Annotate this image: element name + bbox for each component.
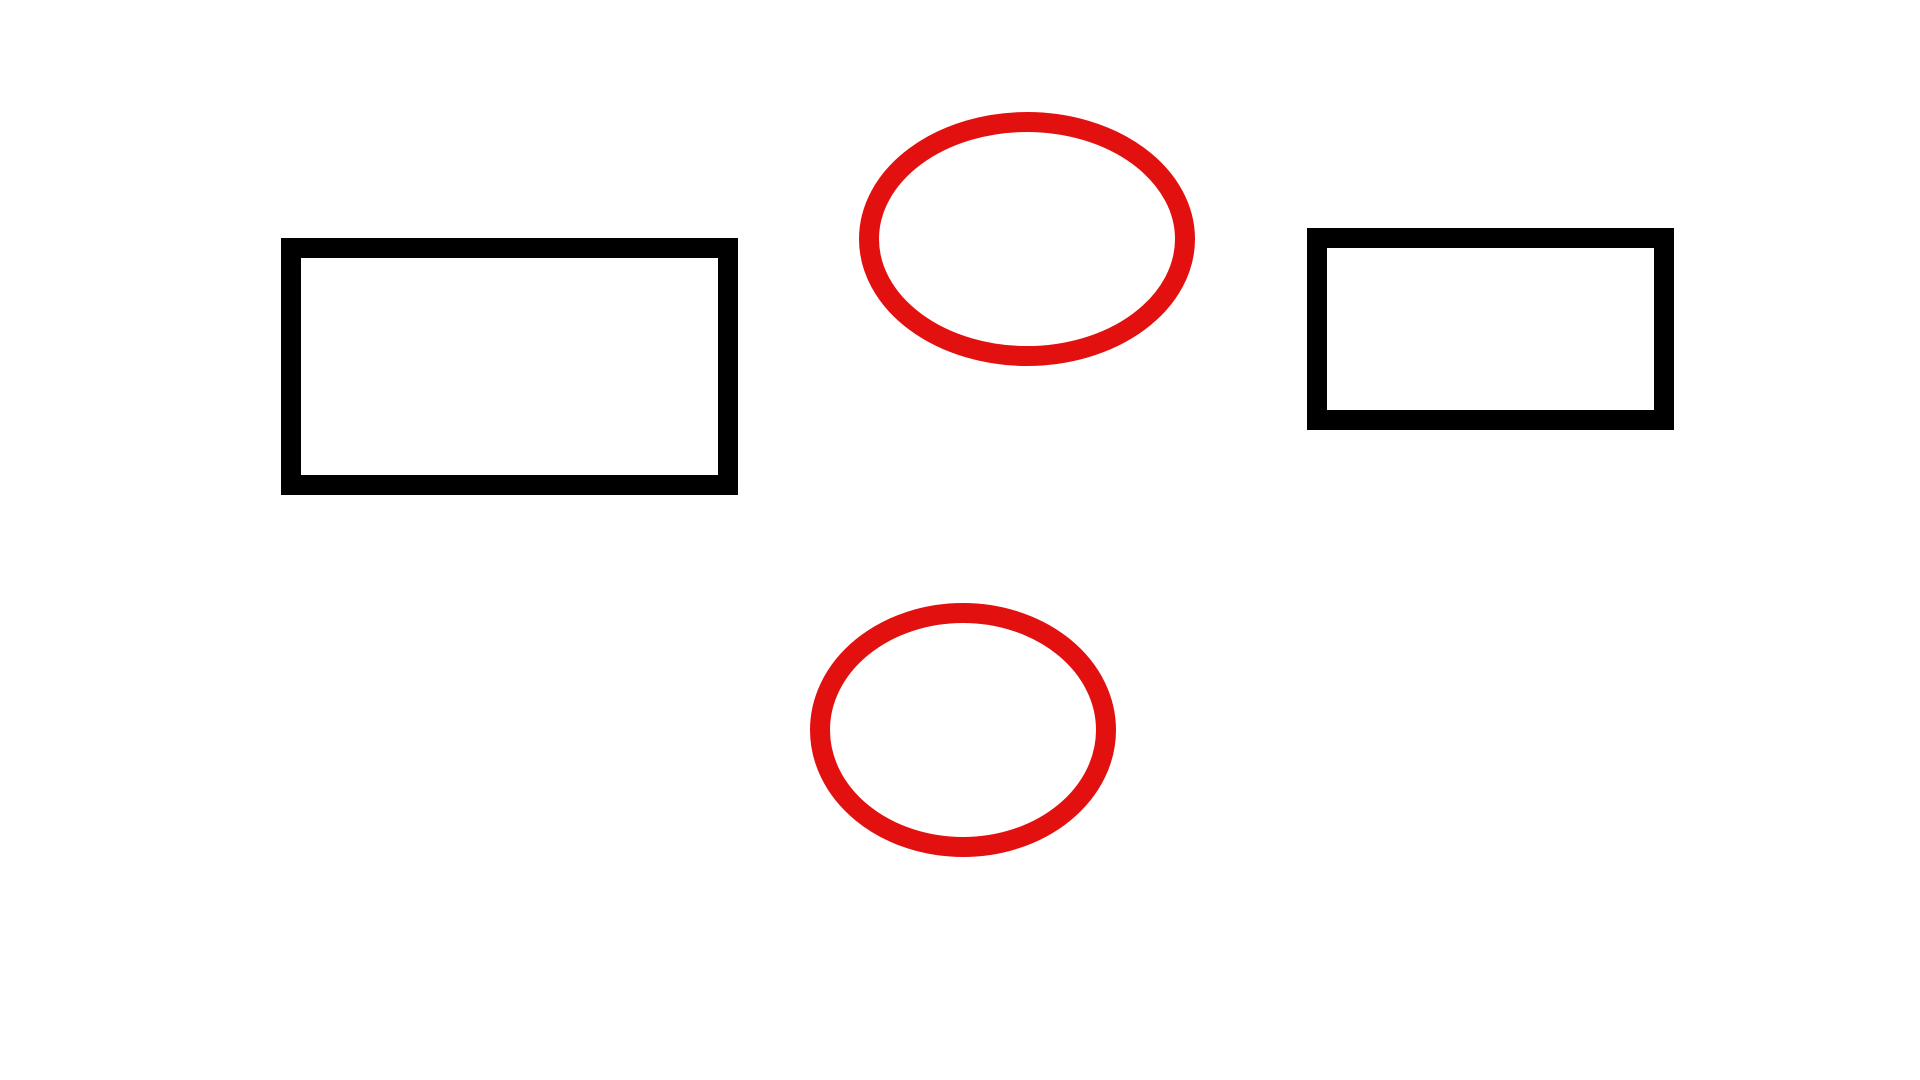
rectangle-right — [1307, 228, 1674, 430]
rectangle-left — [281, 238, 738, 495]
ellipse-top — [859, 112, 1195, 366]
ellipse-bottom — [810, 603, 1116, 857]
